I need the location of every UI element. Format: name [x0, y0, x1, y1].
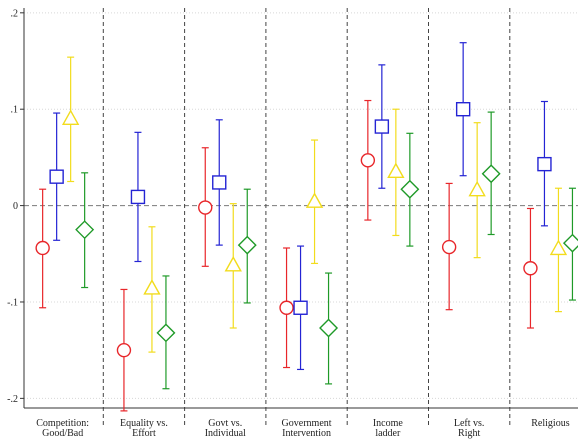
point-circle-marker — [279, 300, 294, 315]
point-diamond-marker — [400, 179, 420, 199]
category-labels: Competition:Good/Bad Equality vs.Effort Go… — [36, 418, 569, 439]
point-square-marker — [537, 156, 552, 172]
category-label-line1: Government — [282, 418, 332, 429]
point-diamond-marker — [237, 235, 257, 255]
point-square-marker — [293, 300, 308, 315]
category-label-line2: Individual — [205, 428, 246, 439]
point-markers — [35, 102, 578, 358]
point-diamond-marker — [481, 164, 501, 184]
y-axis: .2 .1 0 -.1 -.2 — [7, 8, 578, 409]
point-triangle-marker — [61, 109, 80, 126]
point-diamond-marker — [156, 323, 176, 343]
point-square-marker — [455, 102, 471, 117]
point-circle-marker — [360, 153, 376, 168]
category-label-line2: Intervention — [282, 428, 331, 439]
point-square-marker — [212, 175, 227, 190]
category-label-line2: Effort — [132, 428, 156, 439]
category-label-line1: Competition: — [36, 418, 89, 429]
point-circle-marker — [441, 239, 457, 255]
point-triangle-marker — [224, 255, 242, 272]
point-diamond-marker — [75, 220, 95, 240]
point-diamond-marker — [562, 233, 578, 253]
category-label-line2: ladder — [375, 428, 401, 439]
category-label-line2: Right — [458, 428, 480, 439]
point-square-marker — [374, 119, 390, 134]
point-square-marker — [49, 169, 64, 184]
category-label-line1: Income — [373, 418, 404, 429]
category-label-line1: Govt vs. — [208, 418, 242, 429]
y-tick-label: -.2 — [7, 394, 18, 405]
point-triangle-marker — [549, 239, 568, 256]
y-tick-label: .2 — [11, 8, 19, 19]
category-label-line2: Good/Bad — [42, 428, 83, 439]
point-diamond-marker — [319, 318, 339, 338]
y-tick-label: -.1 — [7, 297, 18, 308]
category-label-line1: Religious — [531, 418, 569, 429]
point-triangle-marker — [305, 192, 324, 208]
point-square-marker — [130, 189, 146, 205]
point-triangle-marker — [468, 180, 486, 197]
point-circle-marker — [198, 200, 213, 215]
point-circle-marker — [35, 240, 50, 256]
point-circle-marker — [523, 261, 538, 276]
point-circle-marker — [116, 342, 132, 358]
y-tick-label: .1 — [11, 105, 19, 116]
point-triangle-marker — [387, 162, 405, 179]
category-label-line1: Left vs. — [454, 418, 485, 429]
y-tick-label: 0 — [13, 201, 18, 212]
category-label-line1: Equality vs. — [120, 418, 168, 429]
point-triangle-marker — [143, 279, 161, 295]
